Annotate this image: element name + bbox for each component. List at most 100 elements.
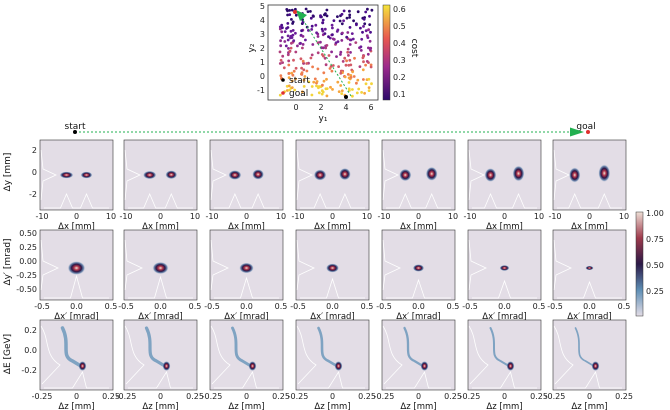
scatter-point <box>302 62 305 65</box>
scatter-point <box>281 26 284 30</box>
scatter-point <box>339 53 342 56</box>
panel-xtick: -0.25 <box>32 392 53 401</box>
panel-xtick: 0.5 <box>618 302 631 311</box>
beam-blob <box>512 165 525 182</box>
row-1-ytick: 0.50 <box>19 229 37 238</box>
scatter-point <box>291 33 295 37</box>
scatter-point <box>353 56 356 60</box>
scatter-point <box>315 84 318 88</box>
scatter-point <box>351 94 354 98</box>
panel-xlabel: Δx′ [mrad] <box>567 312 612 322</box>
scatter-point <box>310 28 314 31</box>
panel-xtick: 0.25 <box>615 392 633 401</box>
panel-r2-c1: -0.25 0 0.25 Δz [mm] <box>116 319 204 410</box>
scatter-point <box>302 68 306 72</box>
panel-r0-c3: -10 0 10 Δx [mm] <box>291 139 372 232</box>
panel-xtick: 0 <box>244 212 249 221</box>
panel-r1-c6: -0.5 0.0 0.5 Δx′ [mrad] <box>547 229 631 322</box>
panel-r0-c6: -10 0 10 Δx [mm] <box>548 139 629 232</box>
scatter-point <box>339 50 343 54</box>
scatter-point <box>347 87 351 91</box>
scatter-point <box>286 38 290 42</box>
scatter-point <box>370 82 373 86</box>
scatter-point <box>354 41 358 44</box>
scatter-point <box>285 7 289 11</box>
scatter-goal-marker <box>293 10 297 14</box>
panel-xlabel: Δz [mm] <box>228 402 264 410</box>
scatter-point <box>349 51 352 54</box>
panel-r0-c2: -10 0 10 Δx [mm] <box>205 139 286 232</box>
trajectory-start-dot <box>73 130 77 134</box>
panel-xtick: -0.25 <box>374 392 395 401</box>
scatter-point <box>286 13 289 17</box>
row-0-ylabel: Δy [mm] <box>3 153 13 192</box>
scatter-point <box>331 37 335 41</box>
scatter-point <box>367 28 370 32</box>
scatter-point <box>288 9 291 12</box>
scatter-xtick: 2 <box>318 103 323 112</box>
scatter-point <box>346 31 350 34</box>
panel-xtick: 0.25 <box>358 392 376 401</box>
scatter-point <box>362 78 365 81</box>
beam-core <box>591 361 600 371</box>
scatter-ytick: 0 <box>260 72 265 81</box>
row-2-ylabel: ΔE [GeV] <box>3 334 13 374</box>
panel-xlabel: Δx′ [mrad] <box>138 312 183 322</box>
scatter-point <box>280 36 284 39</box>
scatter-point <box>342 9 346 13</box>
panel-r1-c5: -0.5 0.0 0.5 Δx′ [mrad] <box>462 229 545 322</box>
scatter-point <box>364 10 368 14</box>
scatter-point <box>324 46 328 50</box>
panel-xtick: -10 <box>291 212 304 221</box>
scatter-point <box>291 29 295 32</box>
cost-tick: 0.5 <box>393 22 406 31</box>
panel-r2-c2: -0.25 0 0.25 Δz [mm] <box>202 319 290 410</box>
scatter-point <box>361 68 365 72</box>
scatter-point <box>362 60 365 64</box>
scatter-point <box>289 29 293 33</box>
scatter-point <box>321 46 325 50</box>
scatter-point <box>285 89 289 92</box>
scatter-point <box>307 80 311 84</box>
scatter-point <box>338 19 342 23</box>
scatter-point <box>367 77 371 81</box>
scatter-point <box>287 47 290 50</box>
panel-xtick: 0 <box>502 212 507 221</box>
scatter-point <box>279 74 283 77</box>
beam-tail <box>403 326 426 369</box>
panel-xlabel: Δx [mm] <box>58 222 95 232</box>
beam-blob <box>499 265 510 271</box>
panel-xtick: 0 <box>587 212 592 221</box>
beam-blob <box>239 262 254 274</box>
scatter-point <box>311 43 315 46</box>
scatter-point <box>350 32 354 35</box>
scatter-point <box>279 39 282 43</box>
scatter-point <box>287 59 291 63</box>
panel-xtick: -0.25 <box>288 392 309 401</box>
scatter-point <box>280 30 284 34</box>
panel-xtick: 10 <box>190 212 200 221</box>
panel-xtick: 0.0 <box>583 302 596 311</box>
scatter-point <box>303 75 307 78</box>
scatter-point <box>351 70 354 74</box>
scatter-point <box>309 56 313 60</box>
scatter-point <box>336 40 340 43</box>
beam-blob <box>228 170 242 180</box>
panel-xlabel: Δz [mm] <box>142 402 178 410</box>
panel-xtick: 0.25 <box>102 392 120 401</box>
panel-xtick: 0.0 <box>154 302 167 311</box>
scatter-point <box>321 21 325 25</box>
scatter-point <box>363 91 366 95</box>
scatter-point <box>290 18 293 21</box>
scatter-point <box>325 8 329 12</box>
panel-xlabel: Δx [mm] <box>314 222 351 232</box>
scatter-point <box>294 13 298 17</box>
scatter-point <box>305 69 309 73</box>
panel-xtick: -10 <box>35 212 48 221</box>
scatter-xtick: 4 <box>343 103 348 112</box>
scatter-point <box>287 72 291 75</box>
trajectory-goal-label: goal <box>576 122 595 132</box>
panel-xlabel: Δz [mm] <box>571 402 607 410</box>
scatter-point <box>367 89 371 92</box>
